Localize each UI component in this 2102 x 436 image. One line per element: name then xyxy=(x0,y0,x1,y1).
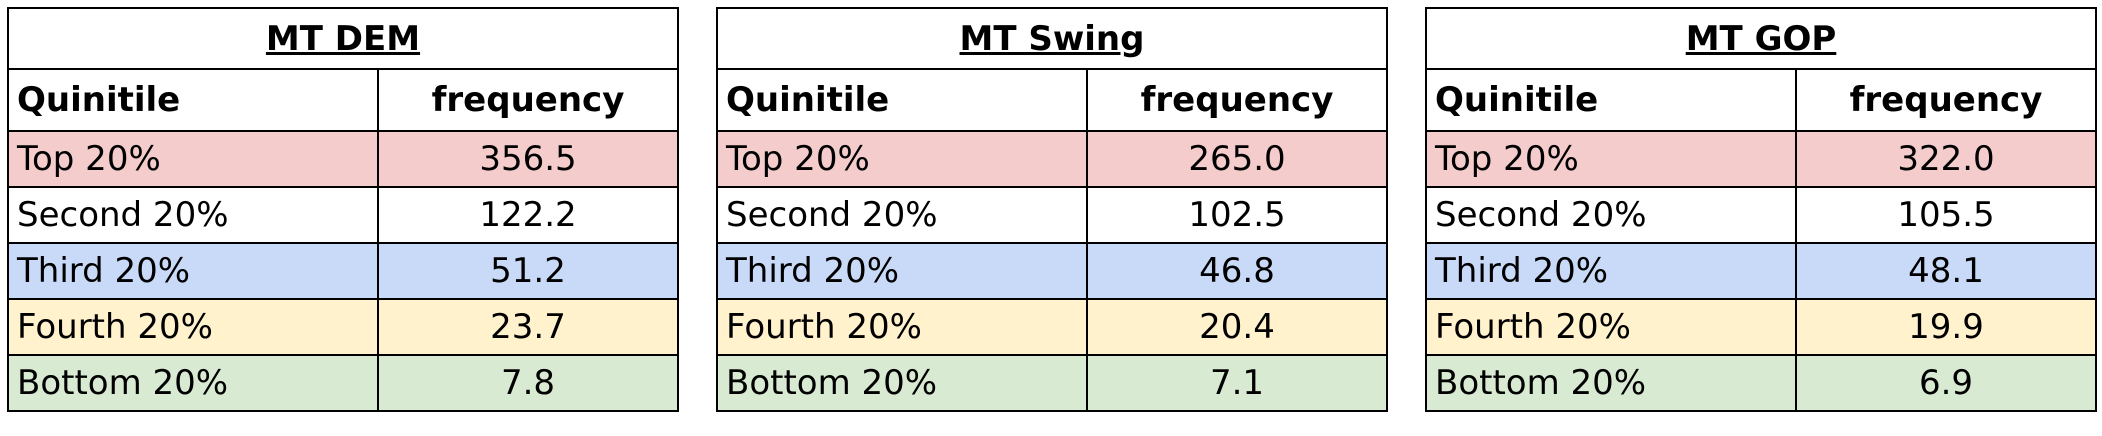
row-label: Bottom 20% xyxy=(1425,354,1797,412)
table-row: Fourth 20% 23.7 xyxy=(7,298,679,356)
row-value: 322.0 xyxy=(1795,130,2097,188)
row-label: Fourth 20% xyxy=(7,298,379,356)
column-header-quintile: Quinitile xyxy=(7,68,379,132)
row-value: 105.5 xyxy=(1795,186,2097,244)
row-value: 23.7 xyxy=(377,298,679,356)
table-row: Bottom 20% 7.8 xyxy=(7,354,679,412)
column-header-quintile: Quinitile xyxy=(1425,68,1797,132)
row-value: 7.8 xyxy=(377,354,679,412)
row-label: Second 20% xyxy=(7,186,379,244)
row-label: Top 20% xyxy=(7,130,379,188)
row-value: 51.2 xyxy=(377,242,679,300)
row-value: 356.5 xyxy=(377,130,679,188)
row-label: Second 20% xyxy=(716,186,1088,244)
table-row: Fourth 20% 20.4 xyxy=(716,298,1388,356)
table-mt-gop: MT GOP Quinitile frequency Top 20% 322.0… xyxy=(1425,7,2097,412)
column-header-frequency: frequency xyxy=(377,68,679,132)
row-value: 48.1 xyxy=(1795,242,2097,300)
column-header-frequency: frequency xyxy=(1086,68,1388,132)
row-label: Bottom 20% xyxy=(7,354,379,412)
table-row: Third 20% 48.1 xyxy=(1425,242,2097,300)
row-label: Second 20% xyxy=(1425,186,1797,244)
row-label: Bottom 20% xyxy=(716,354,1088,412)
row-label: Fourth 20% xyxy=(716,298,1088,356)
table-row: Fourth 20% 19.9 xyxy=(1425,298,2097,356)
row-value: 20.4 xyxy=(1086,298,1388,356)
row-label: Third 20% xyxy=(7,242,379,300)
table-title: MT Swing xyxy=(716,7,1388,70)
row-label: Third 20% xyxy=(716,242,1088,300)
row-value: 265.0 xyxy=(1086,130,1388,188)
row-value: 19.9 xyxy=(1795,298,2097,356)
table-row: Second 20% 102.5 xyxy=(716,186,1388,244)
row-value: 122.2 xyxy=(377,186,679,244)
table-row: Second 20% 122.2 xyxy=(7,186,679,244)
table-row: Third 20% 46.8 xyxy=(716,242,1388,300)
column-header-quintile: Quinitile xyxy=(716,68,1088,132)
table-title: MT GOP xyxy=(1425,7,2097,70)
table-row: Top 20% 356.5 xyxy=(7,130,679,188)
row-label: Third 20% xyxy=(1425,242,1797,300)
table-row: Bottom 20% 7.1 xyxy=(716,354,1388,412)
row-value: 6.9 xyxy=(1795,354,2097,412)
table-row: Top 20% 265.0 xyxy=(716,130,1388,188)
column-header-frequency: frequency xyxy=(1795,68,2097,132)
table-row: Top 20% 322.0 xyxy=(1425,130,2097,188)
table-title: MT DEM xyxy=(7,7,679,70)
table-row: Third 20% 51.2 xyxy=(7,242,679,300)
table-mt-swing: MT Swing Quinitile frequency Top 20% 265… xyxy=(716,7,1388,412)
row-label: Top 20% xyxy=(716,130,1088,188)
table-row: Bottom 20% 6.9 xyxy=(1425,354,2097,412)
row-value: 46.8 xyxy=(1086,242,1388,300)
row-label: Top 20% xyxy=(1425,130,1797,188)
table-mt-dem: MT DEM Quinitile frequency Top 20% 356.5… xyxy=(7,7,679,412)
row-label: Fourth 20% xyxy=(1425,298,1797,356)
row-value: 7.1 xyxy=(1086,354,1388,412)
table-row: Second 20% 105.5 xyxy=(1425,186,2097,244)
row-value: 102.5 xyxy=(1086,186,1388,244)
